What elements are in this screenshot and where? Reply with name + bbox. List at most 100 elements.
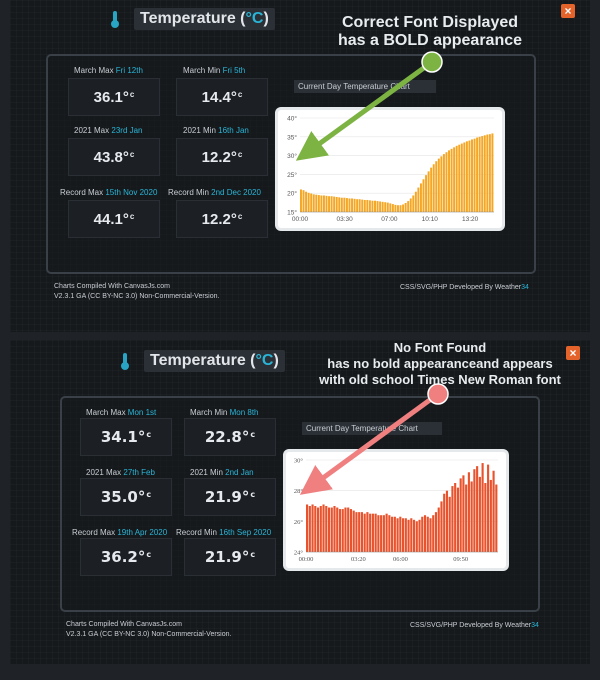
temperature-bar [459,478,462,552]
temperature-bar [314,506,317,552]
temperature-bar [358,512,361,552]
temperature-bar [418,519,421,552]
temperature-bar [360,512,363,552]
temperature-bar [495,484,498,552]
temperature-bar [315,194,318,212]
temperature-bar [397,205,399,212]
temperature-bar [437,507,440,552]
temperature-chart: 30° 28° 26° 24°00:00 03:20 06:00 09:50 [294,458,498,563]
temperature-bar [473,138,476,212]
temperature-bar [448,496,451,552]
footer-line-2: V2.3.1 GA (CC BY-NC 3.0) Non-Commercial-… [54,293,220,300]
stat-label-month-max: March Max Mon 1st [86,408,157,417]
temperature-bar [437,158,440,212]
temperature-bar [333,506,336,552]
footer-credits: Charts Compiled With CanvasJs.com V2.3.1… [66,620,231,640]
footer-developer: CSS/SVG/PHP Developed By Weather34 [400,284,529,291]
temperature-bar [427,171,430,212]
temperature-bar [349,509,353,552]
temperature-bar [325,506,328,552]
temperature-bar [478,136,481,212]
temperature-bar [363,513,366,552]
x-tick-label: 03:30 [337,216,354,223]
close-button[interactable]: × [566,346,580,360]
temperature-bar [336,507,339,552]
x-tick-label: 00:00 [292,216,309,223]
stat-label-year-max: 2021 Max 23rd Jan [74,126,143,135]
temperature-bar [374,513,377,552]
temperature-bar [330,196,333,212]
temperature-bar [465,484,468,552]
temperature-bar [407,201,410,212]
stat-value-year-min: 12.2° c [176,138,268,176]
temperature-bar [310,193,313,212]
temperature-bar [483,135,486,212]
stat-value-year-max: 43.8° c [68,138,160,176]
temperature-bar [488,134,491,212]
temperature-bar [345,198,348,212]
temperature-bar [402,518,405,552]
temperature-bar [322,504,325,552]
annotation-bold-font: Correct Font Displayed has a BOLD appear… [337,14,523,49]
temperature-bar [322,195,325,212]
temperature-bar [385,513,388,552]
x-tick-label: 06:00 [393,556,408,563]
temperature-bar [486,134,489,212]
title-unit: °C [255,352,274,369]
temperature-bar [468,140,471,212]
stat-label-record-max: Record Max 19th Apr 2020 [72,528,168,537]
temperature-bar [404,202,407,212]
temperature-bar [312,194,315,212]
temperature-bar [425,175,428,212]
temperature-bar [351,198,353,212]
temperature-bar [325,195,328,212]
temperature-bar [491,133,494,212]
stat-label-record-min: Record Min 16th Sep 2020 [176,528,272,537]
stat-label-month-max: March Max Fri 12th [74,66,143,75]
y-tick-label: 40° [287,115,297,123]
temperature-bar [440,156,443,212]
x-tick-label: 00:00 [299,556,314,563]
temperature-bar [448,150,450,212]
temperature-bar [348,198,351,212]
stat-value-record-max: 36.2° c [80,538,172,576]
temperature-bar [462,475,465,552]
y-tick-label: 20° [287,190,297,198]
stat-value-record-min: 21.9° c [184,538,276,576]
temperature-bar [358,199,361,212]
temperature-bar [399,205,402,212]
temperature-bar [338,509,342,552]
y-tick-label: 25° [287,171,297,179]
temperature-bar [366,199,369,212]
x-tick-label: 13:20 [462,216,479,223]
temperature-bar [450,148,453,212]
temperature-bar [343,197,346,212]
footer-line-1: Charts Compiled With CanvasJs.com [66,621,182,628]
temperature-bar [381,201,384,212]
temperature-bar [492,470,495,552]
temperature-bar [389,203,392,212]
temperature-bar [300,189,302,212]
temperature-bar [377,515,380,552]
temperature-bar [347,507,350,552]
temperature-bar [442,154,445,212]
y-tick-label: 35° [287,133,297,141]
temperature-bar [382,515,385,552]
temperature-bar [458,144,461,212]
close-button[interactable]: × [561,4,575,18]
temperature-bar [429,518,432,552]
temperature-bar [317,195,320,212]
y-tick-label: 28° [294,488,304,495]
temperature-bar [451,486,454,552]
temperature-bar [487,464,490,552]
panel-title: Temperature (°C) [134,8,275,30]
temperature-bar [361,199,364,212]
temperature-bar [453,147,456,212]
temperature-bar [481,136,484,212]
y-tick-label: 30° [287,152,297,160]
temperature-bar [305,191,308,212]
stat-value-year-max: 35.0° c [80,478,172,516]
temperature-bar [371,513,374,552]
temperature-bar [341,509,344,552]
footer-line-2: V2.3.1 GA (CC BY-NC 3.0) Non-Commercial-… [66,631,232,638]
